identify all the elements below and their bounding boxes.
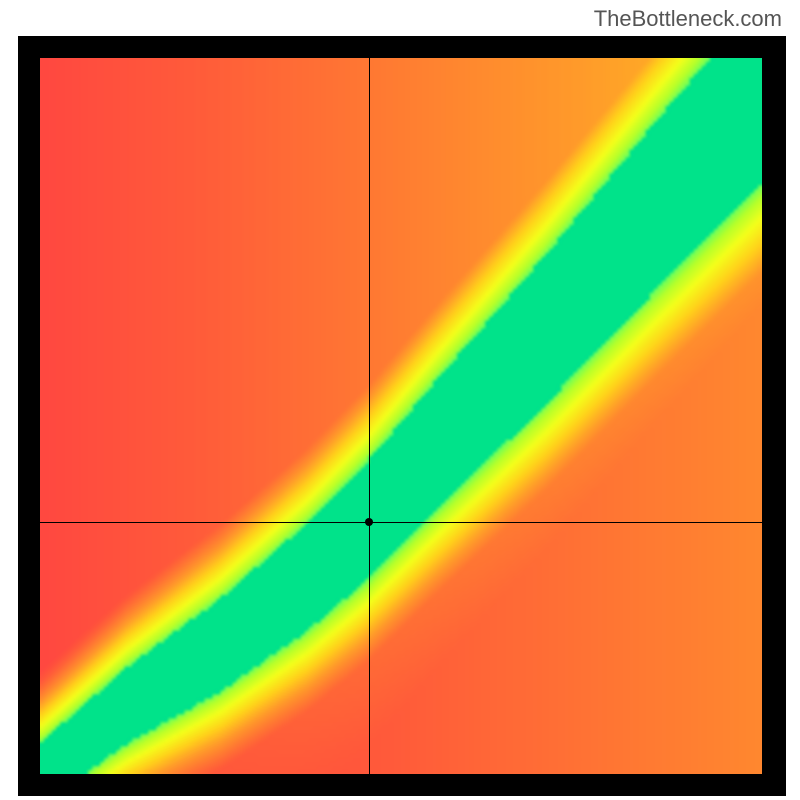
plot-area	[40, 58, 762, 774]
crosshair-point	[365, 518, 373, 526]
plot-frame	[18, 36, 786, 796]
heatmap	[40, 58, 762, 774]
crosshair-horizontal	[40, 522, 762, 523]
watermark-text: TheBottleneck.com	[594, 6, 782, 32]
crosshair-vertical	[369, 58, 370, 774]
